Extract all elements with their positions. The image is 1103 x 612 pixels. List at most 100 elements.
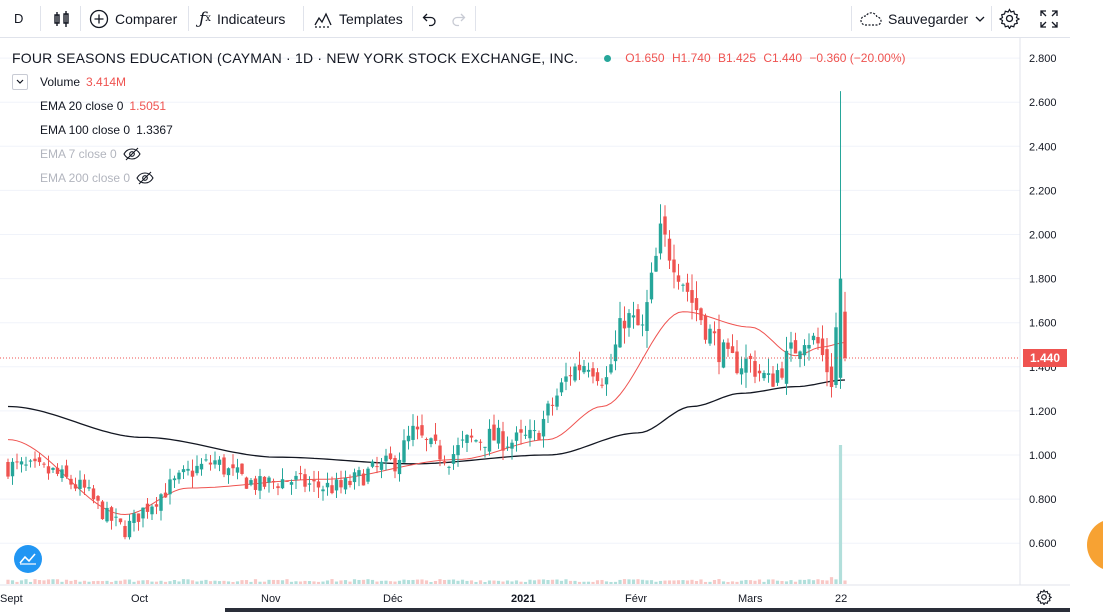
candle-body (303, 474, 307, 487)
candle-body (258, 476, 262, 491)
ohlc-values: O1.650 H1.740 B1.425 C1.440 −0.360 (−20.… (625, 46, 905, 70)
volume-row[interactable]: Volume 3.414M (12, 70, 906, 94)
redo-icon (449, 10, 467, 28)
cloud-icon (859, 10, 883, 28)
volume-bar (87, 581, 91, 584)
volume-bar (370, 579, 375, 584)
candle-body (384, 455, 388, 462)
volume-bar (735, 581, 739, 584)
ohlc-close: C1.440 (763, 51, 803, 65)
ohlc-low: B1.425 (717, 51, 757, 65)
interval-button[interactable]: D (14, 11, 24, 26)
candle-body (753, 361, 757, 377)
candle-body (703, 315, 708, 340)
price-chart[interactable]: 2.8002.6002.4002.2002.0001.8001.6001.400… (0, 38, 1070, 612)
volume-bar (528, 579, 532, 584)
ema200-row[interactable]: EMA 200 close 0 (12, 166, 906, 190)
volume-bar (55, 579, 60, 584)
candle-body (105, 507, 109, 522)
templates-button[interactable]: Templates (313, 0, 403, 37)
save-button[interactable]: Sauvegarder (859, 0, 968, 37)
volume-bar (73, 579, 78, 584)
volume-bar (564, 579, 568, 584)
candle-body (402, 440, 406, 463)
candle-body (91, 488, 96, 500)
gear-icon (1035, 589, 1053, 606)
save-dropdown-button[interactable] (975, 0, 985, 37)
volume-bar (456, 580, 460, 584)
candle-body (460, 439, 465, 441)
hidden-eye-icon[interactable] (123, 147, 141, 161)
compare-button[interactable]: Comparer (89, 0, 177, 37)
candle-body (730, 346, 735, 354)
volume-bar (780, 580, 784, 584)
volume-bar (82, 580, 87, 584)
volume-bar (150, 581, 154, 584)
candle-body (559, 382, 564, 393)
volume-bar (541, 579, 546, 584)
horizontal-scroll-bar[interactable] (225, 608, 1070, 612)
volume-bar (298, 581, 303, 584)
candle-body (604, 377, 609, 385)
volume-bar (60, 581, 64, 584)
volume-bar (204, 579, 208, 584)
undo-button[interactable] (421, 0, 439, 37)
volume-bar (271, 579, 276, 584)
volume-bar (573, 580, 577, 584)
candle-body (240, 463, 244, 474)
candle-body (145, 503, 150, 512)
hidden-eye-icon[interactable] (136, 171, 154, 185)
chart-type-button[interactable] (52, 0, 72, 37)
time-tick-label: Nov (261, 593, 281, 605)
candle-body (820, 338, 825, 356)
candle-body (343, 478, 348, 490)
ema100-row[interactable]: EMA 100 close 0 1.3367 (12, 118, 906, 142)
volume-bar (838, 445, 843, 584)
symbol-title[interactable]: FOUR SEASONS EDUCATION (CAYMAN · 1D · NE… (12, 50, 579, 66)
candle-body (420, 425, 424, 436)
volume-bar (460, 579, 465, 584)
volume-bar (15, 581, 19, 584)
fullscreen-button[interactable] (1039, 0, 1059, 37)
candle-body (118, 518, 123, 523)
volume-bar (343, 580, 348, 584)
floating-action-button[interactable] (1087, 519, 1103, 571)
candle-body (339, 480, 343, 488)
tradingview-logo[interactable] (14, 545, 42, 573)
redo-button[interactable] (449, 0, 467, 37)
volume-bar (109, 581, 114, 584)
volume-bar (357, 579, 361, 584)
candle-body (267, 477, 271, 483)
volume-bar (726, 581, 730, 584)
collapse-legend-button[interactable] (12, 74, 28, 90)
volume-bar (532, 580, 537, 584)
volume-bar (622, 579, 627, 584)
volume-bar (325, 580, 330, 584)
candle-body (537, 432, 541, 440)
candle-body (676, 275, 681, 282)
volume-bar (766, 579, 771, 584)
ema20-row[interactable]: EMA 20 close 0 1.5051 (12, 94, 906, 118)
volume-bar (96, 580, 100, 584)
candle-body (141, 507, 145, 519)
time-tick-label: Sept (0, 593, 23, 605)
candle-body (843, 311, 847, 358)
candle-body (685, 282, 690, 292)
volume-bar (613, 581, 618, 584)
candle-body (766, 373, 771, 375)
ema7-row[interactable]: EMA 7 close 0 (12, 142, 906, 166)
candle-body (109, 507, 114, 521)
candle-body (280, 479, 285, 489)
volume-bar (771, 579, 775, 584)
volume-bar (177, 581, 181, 584)
candle-body (51, 467, 55, 470)
volume-bar (154, 581, 159, 584)
candle-body (640, 324, 645, 326)
candle-body (123, 526, 127, 538)
candle-body (262, 476, 267, 487)
axis-settings-button[interactable] (1035, 589, 1053, 610)
candle-body (163, 492, 168, 498)
volume-bar (717, 579, 721, 584)
settings-button[interactable] (999, 0, 1020, 37)
